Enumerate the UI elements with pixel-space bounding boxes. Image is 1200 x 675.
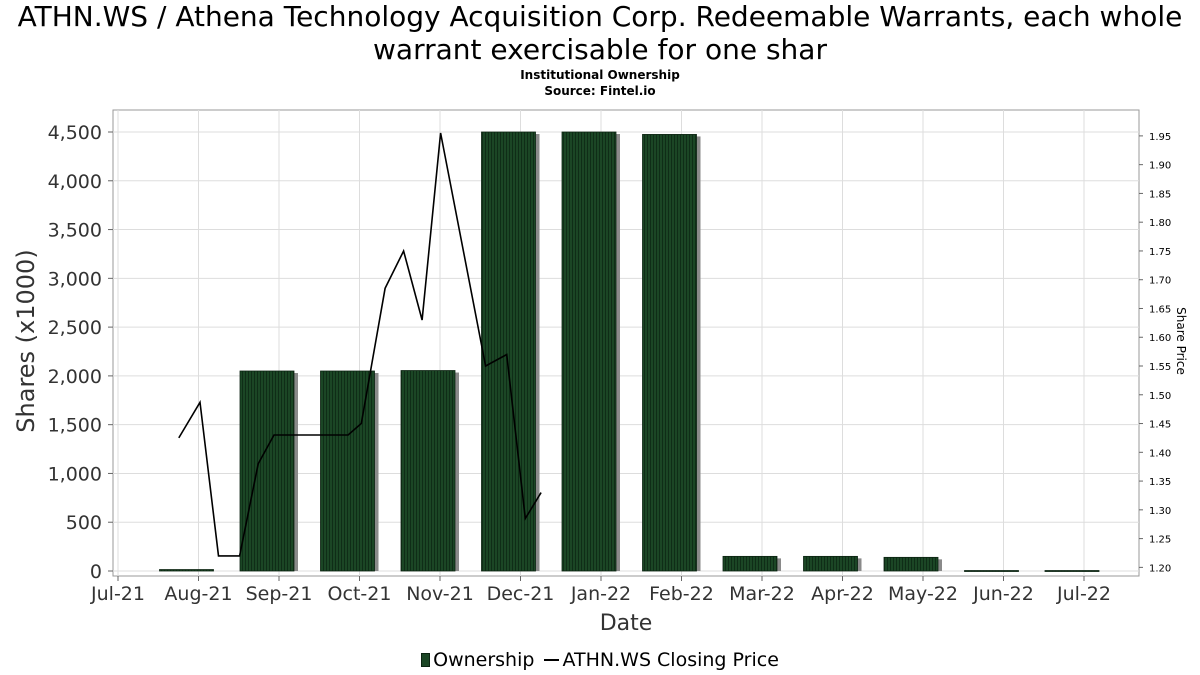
x-tick-label: Jul-21 [90,583,145,605]
y-tick-label: 4,000 [48,171,102,193]
x-tick-label: Sep-21 [246,583,313,605]
y-tick-label: 3,000 [48,268,102,290]
y2-tick-label: 1.60 [1149,333,1171,344]
y-tick-label: 3,500 [48,220,102,242]
x-tick-label: Apr-22 [811,583,874,605]
y2-tick-label: 1.65 [1149,304,1171,315]
x-tick-label: Aug-21 [164,583,232,605]
x-tick-label: Nov-21 [406,583,474,605]
chart-subtitle: Institutional Ownership Source: Fintel.i… [0,67,1200,99]
y-tick-label: 500 [66,512,102,534]
y2-tick-label: 1.20 [1149,563,1171,574]
y2-tick-label: 1.95 [1149,132,1171,143]
x-tick-label: Jan-22 [570,583,631,605]
y-tick-label: 4,500 [48,122,102,144]
ownership-bar [561,131,617,572]
ownership-bar [642,134,697,572]
x-tick-label: Jun-22 [972,583,1034,605]
y2-axis-label: Share Price [1174,307,1188,375]
y2-tick-label: 1.55 [1149,362,1171,373]
legend: Ownership ATHN.WS Closing Price [0,647,1200,672]
ownership-swatch-icon [421,653,431,667]
ownership-bar [239,370,295,572]
legend-price-label: ATHN.WS Closing Price [562,648,779,671]
x-tick-label: Mar-22 [729,583,795,605]
ownership-bar [400,370,456,572]
ownership-bars [159,131,1100,572]
price-line [178,132,542,557]
subtitle-line-1: Institutional Ownership [520,68,680,82]
y-tick-label: 1,500 [48,415,102,437]
y2-tick-label: 1.90 [1149,161,1171,172]
ownership-bar [803,555,858,572]
x-tick-label: Oct-21 [328,583,392,605]
y2-tick-label: 1.80 [1149,218,1171,229]
y-tick-label: 1,000 [48,463,102,485]
x-tick-label: Dec-21 [487,583,555,605]
y2-tick-label: 1.85 [1149,189,1171,200]
chart-title: ATHN.WS / Athena Technology Acquisition … [17,0,1183,66]
legend-item-price: ATHN.WS Closing Price [540,648,779,672]
y2-tick-label: 1.40 [1149,448,1171,459]
y-tick-label: 2,000 [48,366,102,388]
x-tick-label: May-22 [888,583,958,605]
ownership-bar [481,131,536,572]
price-swatch-icon [544,659,560,661]
y2-tick-label: 1.25 [1149,535,1171,546]
ownership-bar [159,569,214,572]
axes: Jul-21 Aug-21 Sep-21 Oct-21 Nov-21 Dec-21 Jan-… [48,122,1172,605]
subtitle-line-2: Source: Fintel.io [544,84,656,98]
ownership-bar [722,555,778,572]
x-tick-label: Jul-22 [1056,583,1111,605]
y2-tick-label: 1.70 [1149,276,1171,287]
ownership-bar [883,556,939,572]
y-axis-label: Shares (x1000) [12,249,40,432]
ownership-bar [964,570,1019,572]
ownership-bar [1044,570,1100,572]
legend-item-ownership: Ownership [421,648,534,672]
y2-tick-label: 1.75 [1149,247,1171,258]
price-polyline [178,132,542,557]
legend-ownership-label: Ownership [433,648,535,671]
y2-tick-label: 1.35 [1149,477,1171,488]
x-tick-label: Feb-22 [649,583,714,605]
x-axis-label: Date [600,611,653,636]
y2-tick-label: 1.45 [1149,420,1171,431]
y2-tick-label: 1.50 [1149,391,1171,402]
y-tick-label: 0 [90,561,102,583]
y2-tick-label: 1.30 [1149,506,1171,517]
y-tick-label: 2,500 [48,317,102,339]
ownership-bar [320,370,375,572]
